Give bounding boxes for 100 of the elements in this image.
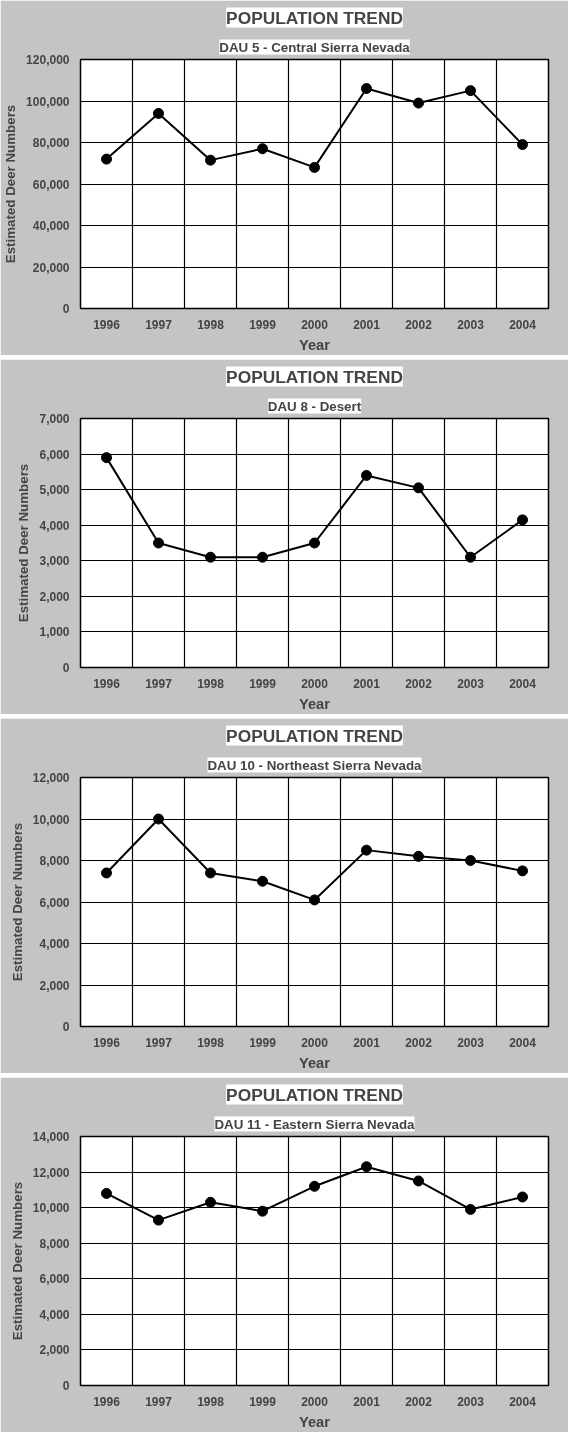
y-tick-label: 7,000 [39,412,70,426]
point [413,97,424,109]
x-tick-label: 2001 [353,1035,381,1050]
point [205,551,216,563]
y-tick-label: 0 [62,661,70,675]
x-tick-label: 2004 [509,676,537,691]
y-tick-label: 20,000 [32,260,70,275]
y-axis-title: Estimated Deer Numbers [16,463,32,623]
x-tick-label: 1998 [197,1035,225,1050]
chart-subtitle: DAU 10 - Northeast Sierra Nevada [207,757,423,773]
point [413,482,424,494]
x-tick-label: 2000 [301,1394,329,1409]
point [361,469,372,481]
chart-title: POPULATION TREND [226,366,403,387]
chart-title: POPULATION TREND [226,725,403,746]
point [517,514,528,526]
point [517,139,528,151]
y-tick-label: 60,000 [32,177,70,192]
x-tick-label: 2003 [457,1394,485,1409]
chart-subtitle: DAU 11 - Eastern Sierra Nevada [214,1116,416,1132]
x-tick-label: 1997 [145,1035,173,1050]
point [257,143,268,155]
point [257,1205,268,1217]
y-tick-label: 2,000 [39,589,70,604]
y-tick-label: 8,000 [39,854,70,868]
y-axis-title: Estimated Deer Numbers [3,104,19,264]
y-tick-label: 4,000 [39,1307,70,1322]
y-tick-label: 12,000 [32,771,70,785]
x-tick-label: 1996 [93,317,121,332]
point [465,85,476,97]
point [257,551,268,563]
point [517,865,528,877]
chart-title: POPULATION TREND [226,7,403,28]
y-tick-label: 2,000 [39,978,70,993]
y-tick-label: 12,000 [32,1165,70,1180]
y-tick-label: 6,000 [39,447,70,462]
point [153,813,164,825]
x-axis-title: Year [299,1413,331,1430]
point [153,1214,164,1226]
point [101,452,112,464]
y-tick-label: 2,000 [39,1343,70,1358]
point [413,850,424,862]
point [309,894,320,906]
x-tick-label: 2000 [301,676,329,691]
point [361,1161,372,1173]
x-tick-label: 2001 [353,676,381,691]
point [517,1191,528,1203]
x-axis-title: Year [299,1054,331,1071]
y-tick-label: 3,000 [39,554,70,569]
y-tick-label: 0 [62,1379,70,1393]
x-tick-label: 2000 [301,1035,329,1050]
x-tick-label: 1998 [197,1394,225,1409]
x-tick-label: 1996 [93,676,121,691]
x-tick-label: 2003 [457,676,485,691]
x-tick-label: 1999 [249,1035,277,1050]
x-axis-title: Year [299,336,331,353]
point [309,1180,320,1192]
y-tick-label: 4,000 [39,937,70,951]
point [205,867,216,879]
y-tick-label: 10,000 [32,1201,70,1216]
x-tick-label: 1998 [197,676,225,691]
y-tick-label: 0 [62,1020,70,1034]
x-tick-label: 2004 [509,1035,537,1050]
x-tick-label: 2002 [405,676,433,691]
point [153,107,164,119]
point [413,1175,424,1187]
y-tick-label: 6,000 [39,1272,70,1287]
x-tick-label: 2003 [457,1035,485,1050]
y-axis-title: Estimated Deer Numbers [9,822,25,982]
x-tick-label: 1999 [249,317,277,332]
x-tick-label: 2001 [353,317,381,332]
x-axis-title: Year [299,695,331,712]
x-tick-label: 2003 [457,317,485,332]
point [153,537,164,549]
point [101,867,112,879]
x-tick-label: 1999 [249,1394,277,1409]
y-tick-label: 4,000 [39,518,70,533]
y-tick-label: 80,000 [32,136,70,150]
y-tick-label: 1,000 [39,625,70,640]
y-tick-label: 6,000 [39,895,70,910]
point [205,1196,216,1208]
point [465,1203,476,1215]
chart-subtitle: DAU 5 - Central Sierra Nevada [219,39,411,55]
point [101,153,112,165]
x-tick-label: 1997 [145,676,173,691]
y-axis-title: Estimated Deer Numbers [9,1181,25,1341]
point [361,83,372,95]
x-tick-label: 1996 [93,1394,121,1409]
chart-subtitle: DAU 8 - Desert [267,398,362,414]
y-tick-label: 10,000 [32,812,70,827]
y-tick-label: 120,000 [26,53,70,67]
x-tick-label: 2002 [405,1394,433,1409]
x-tick-label: 2002 [405,317,433,332]
x-tick-label: 1999 [249,676,277,691]
point [309,537,320,549]
y-tick-label: 14,000 [32,1130,70,1144]
x-tick-label: 1997 [145,317,173,332]
x-tick-label: 2004 [509,317,537,332]
point [101,1187,112,1199]
y-tick-label: 0 [62,302,70,316]
